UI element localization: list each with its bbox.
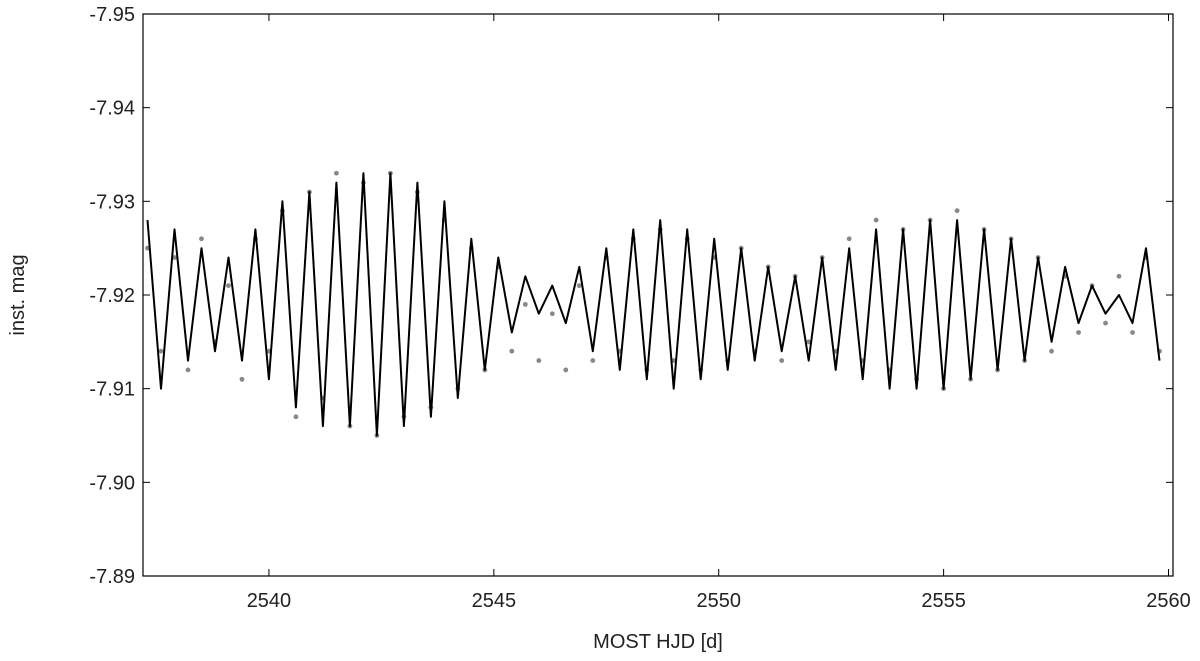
data-point [576, 283, 582, 289]
data-point [158, 348, 164, 354]
y-axis-ticks: -7.95 -7.94 -7.93 -7.92 -7.91 -7.90 -7.89 [89, 4, 1173, 588]
x-tick-label: 2540 [247, 590, 292, 612]
data-point [590, 358, 596, 363]
x-tick-label: 2560 [1146, 590, 1191, 612]
y-tick-label: -7.90 [89, 472, 135, 494]
data-point [199, 236, 204, 242]
y-tick-label: -7.92 [89, 285, 135, 307]
data-point [509, 348, 515, 354]
data-point [549, 311, 555, 317]
plot-frame [142, 13, 1174, 577]
data-point [563, 367, 569, 373]
x-tick-label: 2555 [921, 590, 966, 612]
data-point [172, 255, 177, 260]
x-axis-ticks: 2540 2545 2550 2555 2560 [247, 14, 1191, 612]
data-point [1049, 348, 1054, 354]
data-point [536, 358, 542, 363]
data-point [846, 236, 852, 242]
x-tick-label: 2545 [472, 590, 517, 612]
data-point [1103, 320, 1108, 326]
data-point [779, 358, 785, 363]
data-point [239, 376, 245, 382]
data-point [1076, 330, 1081, 335]
data-point [806, 339, 812, 345]
y-tick-label: -7.95 [89, 4, 135, 26]
data-point [293, 414, 299, 420]
x-axis-label: MOST HJD [d] [593, 631, 723, 653]
data-point [1130, 330, 1135, 335]
y-tick-label: -7.94 [89, 98, 135, 120]
data-point [334, 170, 339, 176]
data-point [226, 283, 231, 289]
y-axis-label: inst. mag [7, 254, 29, 335]
data-point [873, 217, 879, 223]
x-tick-label: 2550 [696, 590, 741, 612]
fit-line [146, 172, 1161, 437]
data-point [185, 367, 191, 373]
fit-curve-group [146, 172, 1161, 437]
data-point [954, 208, 960, 214]
y-tick-label: -7.91 [89, 379, 135, 401]
y-tick-label: -7.93 [89, 191, 135, 213]
data-point [522, 301, 528, 307]
data-point [1116, 273, 1122, 279]
y-tick-label: -7.89 [89, 566, 135, 588]
